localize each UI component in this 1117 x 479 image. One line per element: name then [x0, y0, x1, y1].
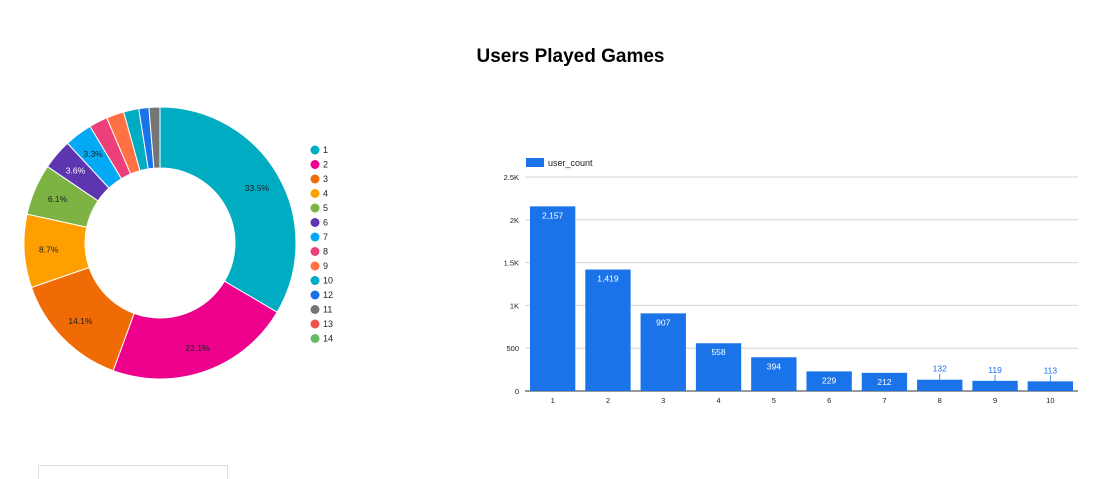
bar-value-label-2: 1,419 — [597, 274, 619, 284]
bar-4[interactable] — [695, 343, 742, 391]
legend-label-12: 12 — [323, 290, 333, 300]
legend-label-14: 14 — [323, 334, 333, 344]
legend-swatch-6 — [310, 218, 320, 227]
slice-label-1: 33.5% — [245, 183, 270, 193]
ytick-label-1000: 1K — [510, 301, 519, 310]
xtick-label-2: 2 — [606, 396, 610, 405]
bar-legend-swatch — [526, 158, 544, 167]
bar-10[interactable] — [1027, 381, 1074, 391]
ytick-label-1500: 1.5K — [504, 259, 519, 268]
legend-swatch-4 — [310, 189, 320, 198]
slice-label-4: 8.7% — [39, 245, 59, 255]
slice-label-5: 6.1% — [48, 194, 68, 204]
bar-6[interactable] — [806, 371, 852, 391]
bar-7[interactable] — [861, 372, 908, 391]
legend-swatch-8 — [310, 247, 320, 256]
donut-slice-2[interactable] — [112, 280, 278, 380]
bar-legend-label: user_count — [548, 158, 593, 168]
bar-3[interactable] — [640, 313, 686, 391]
bar-value-label-6: 229 — [822, 375, 836, 385]
ytick-label-2500: 2.5K — [504, 173, 519, 182]
xtick-label-6: 6 — [827, 396, 831, 405]
legend-swatch-2 — [310, 160, 320, 169]
legend-label-11: 11 — [323, 305, 332, 315]
xtick-label-9: 9 — [993, 396, 997, 405]
bar-value-label-8: 132 — [933, 364, 947, 374]
legend-swatch-14 — [310, 334, 320, 343]
xtick-label-7: 7 — [882, 396, 886, 405]
xtick-label-1: 1 — [551, 396, 555, 405]
legend-label-2: 2 — [323, 160, 328, 170]
xtick-label-4: 4 — [716, 396, 720, 405]
legend-swatch-9 — [310, 261, 320, 271]
donut-slice-11[interactable] — [148, 106, 161, 169]
legend-label-3: 3 — [323, 174, 328, 184]
bar-value-label-4: 558 — [711, 347, 725, 357]
slice-label-2: 22.1% — [185, 343, 210, 353]
bar-value-label-10: 113 — [1044, 365, 1058, 375]
legend-swatch-12 — [310, 290, 320, 300]
xtick-label-8: 8 — [938, 396, 942, 405]
legend-label-7: 7 — [323, 232, 328, 242]
bar-5[interactable] — [751, 357, 797, 391]
legend-label-9: 9 — [323, 261, 328, 271]
slice-label-6: 3.6% — [66, 165, 86, 175]
ytick-label-500: 500 — [506, 344, 519, 353]
slice-label-3: 14.1% — [68, 316, 93, 326]
slice-label-7: 3.3% — [83, 149, 103, 159]
legend-label-13: 13 — [323, 319, 333, 329]
bar-9[interactable] — [972, 380, 1018, 391]
xtick-label-10: 10 — [1046, 396, 1054, 405]
legend-label-4: 4 — [323, 189, 328, 199]
bar-1[interactable] — [529, 206, 576, 391]
bar-value-label-1: 2,157 — [542, 210, 564, 220]
page-title: Users Played Games — [476, 46, 665, 67]
legend-label-1: 1 — [323, 145, 328, 155]
legend-swatch-3 — [310, 174, 320, 184]
legend-label-6: 6 — [323, 218, 328, 228]
legend-label-5: 5 — [323, 203, 328, 213]
legend-swatch-5 — [310, 203, 320, 213]
bar-value-label-7: 212 — [877, 377, 891, 387]
legend-swatch-11 — [310, 305, 320, 314]
legend-swatch-1 — [310, 145, 320, 155]
ytick-label-0: 0 — [515, 387, 519, 396]
bar-value-label-5: 394 — [767, 361, 781, 371]
ytick-label-2000: 2K — [510, 216, 519, 225]
legend-label-8: 8 — [323, 247, 328, 257]
bar-value-label-3: 907 — [656, 317, 670, 327]
legend-label-10: 10 — [323, 276, 333, 286]
legend-swatch-10 — [310, 276, 320, 285]
bar-value-label-9: 119 — [988, 365, 1002, 375]
bar-8[interactable] — [917, 379, 963, 391]
legend-swatch-7 — [310, 232, 320, 242]
panel-edge — [38, 465, 228, 479]
legend-swatch-13 — [310, 319, 320, 329]
donut-slice-1[interactable] — [159, 106, 297, 313]
xtick-label-3: 3 — [661, 396, 665, 405]
bar-2[interactable] — [585, 269, 631, 391]
xtick-label-5: 5 — [772, 396, 776, 405]
